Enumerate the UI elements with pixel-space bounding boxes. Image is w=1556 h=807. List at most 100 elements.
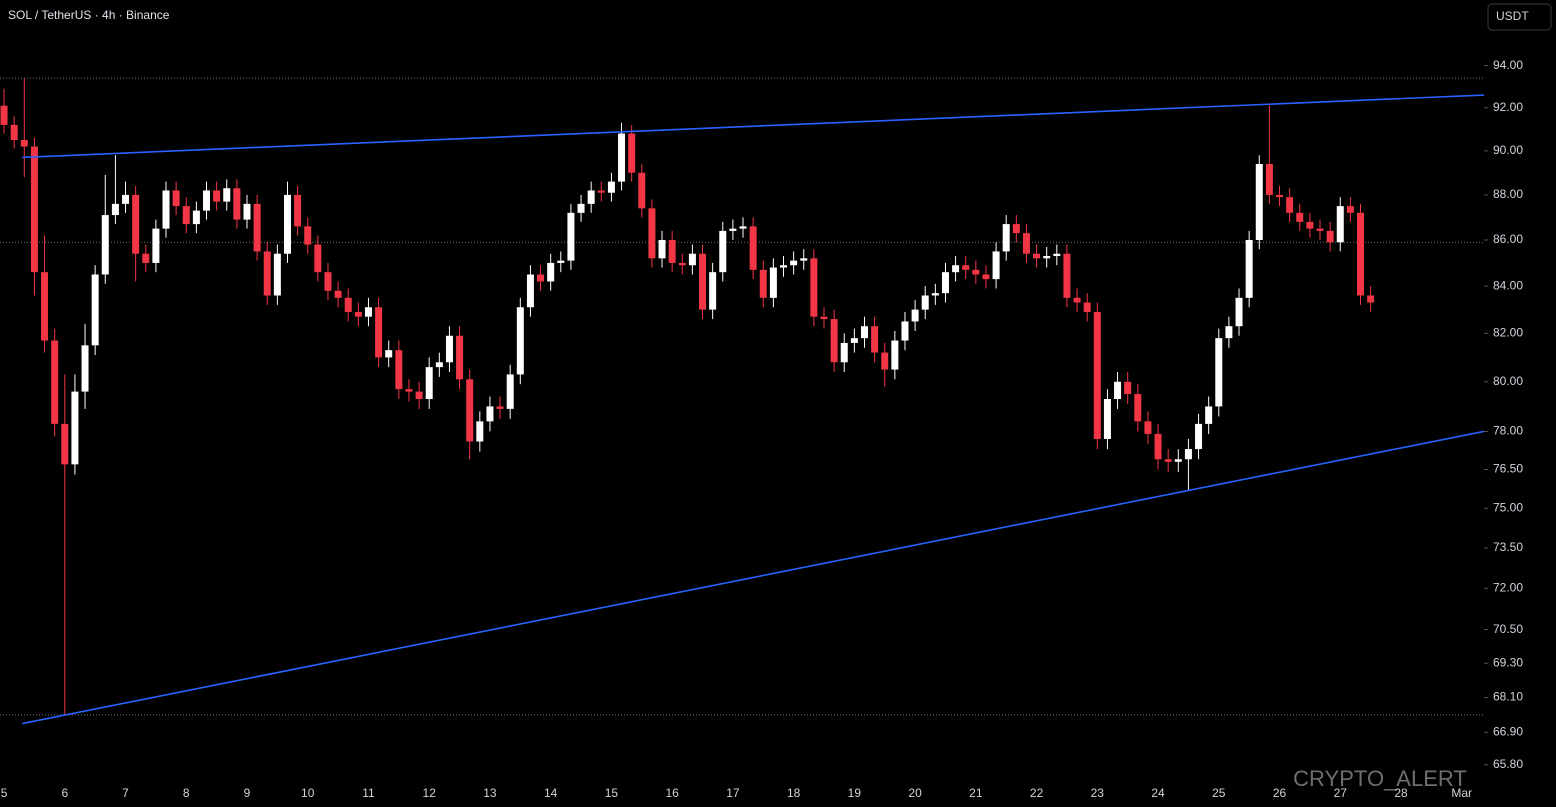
candle-body: [162, 190, 170, 229]
candle-body: [1346, 206, 1354, 213]
candle-body: [456, 335, 464, 380]
candle-body: [1235, 297, 1243, 327]
x-tick-label: 15: [605, 786, 619, 800]
candle-body: [1326, 230, 1334, 243]
candle-body: [860, 326, 868, 339]
candle-body: [719, 230, 727, 273]
y-tick-label: 68.10: [1493, 690, 1523, 704]
trend-line: [22, 94, 1484, 159]
candle-body: [395, 350, 403, 390]
x-tick-label: 16: [665, 786, 679, 800]
candle-body: [213, 190, 221, 202]
candle-body: [739, 226, 747, 229]
candle-body: [243, 203, 251, 220]
trend-line: [22, 430, 1484, 725]
candle-body: [1083, 302, 1091, 312]
candle-body: [577, 203, 585, 213]
candle-body: [1073, 297, 1081, 303]
candle-body: [678, 262, 686, 266]
candle-body: [1144, 421, 1152, 434]
candle-body: [273, 253, 281, 296]
candle-body: [648, 208, 656, 259]
candle-body: [233, 188, 241, 220]
candle-body: [780, 265, 788, 268]
x-tick-label: 11: [362, 786, 375, 800]
candle-body: [871, 326, 879, 353]
x-tick-label: 12: [423, 786, 437, 800]
y-tick-label: 75.00: [1493, 500, 1523, 514]
plot-area: [0, 77, 1484, 725]
y-tick-label: 70.50: [1493, 622, 1523, 636]
candle-body: [1124, 381, 1132, 395]
candle-body: [122, 194, 130, 204]
candle-body: [0, 105, 8, 125]
y-tick-label: 73.50: [1493, 540, 1523, 554]
y-tick-label: 65.80: [1493, 757, 1523, 771]
candle-body: [304, 226, 312, 245]
candle-body: [547, 262, 555, 282]
candle-body: [1316, 228, 1324, 231]
x-tick-label: 9: [244, 786, 251, 800]
candle-body: [71, 391, 79, 465]
candle-body: [1053, 253, 1061, 257]
candle-body: [759, 269, 767, 298]
candle-body: [1225, 326, 1233, 339]
x-tick-label: 25: [1212, 786, 1226, 800]
candle-body: [901, 321, 909, 341]
y-tick-label: 66.90: [1493, 725, 1523, 739]
candle-body: [192, 210, 200, 225]
candle-body: [1245, 239, 1253, 298]
candle-body: [1205, 406, 1213, 424]
candle-body: [182, 206, 190, 225]
chart-title: SOL / TetherUS · 4h · Binance: [8, 8, 170, 22]
candle-body: [385, 350, 393, 358]
candle-body: [557, 260, 565, 263]
candle-body: [537, 274, 545, 282]
candle-body: [709, 272, 717, 310]
x-tick-label: 8: [183, 786, 190, 800]
y-tick-label: 90.00: [1493, 143, 1523, 157]
candle-body: [1367, 295, 1375, 303]
candle-body: [41, 272, 49, 341]
candle-body: [101, 215, 109, 275]
candle-body: [962, 265, 970, 270]
candle-body: [881, 352, 889, 370]
candle-body: [638, 172, 646, 209]
candle-body: [506, 374, 514, 409]
x-tick-label: 21: [969, 786, 983, 800]
candle-body: [283, 194, 291, 254]
candle-body: [203, 190, 211, 211]
candle-body: [354, 311, 362, 317]
x-tick-label: 24: [1151, 786, 1165, 800]
currency-button-label[interactable]: USDT: [1496, 9, 1529, 23]
candle-body: [1093, 311, 1101, 439]
candle-body: [952, 265, 960, 273]
y-tick-label: 92.00: [1493, 100, 1523, 114]
candle-body: [628, 133, 636, 173]
candle-body: [1012, 224, 1020, 234]
candle-body: [81, 345, 89, 392]
candle-body: [1296, 212, 1304, 222]
candle-body: [1114, 381, 1122, 399]
candle-body: [618, 133, 626, 182]
candle-body: [294, 194, 302, 227]
candle-body: [982, 274, 990, 280]
currency-button[interactable]: [1487, 3, 1552, 31]
x-tick-label: 20: [908, 786, 922, 800]
candle-body: [1134, 394, 1142, 422]
x-tick-label: 10: [301, 786, 315, 800]
y-tick-label: 72.00: [1493, 580, 1523, 594]
y-tick-label: 88.00: [1493, 187, 1523, 201]
candle-body: [830, 319, 838, 363]
candle-body: [405, 389, 413, 392]
candle-body: [496, 406, 504, 409]
candle-body: [1357, 212, 1365, 296]
candle-body: [658, 239, 666, 259]
candle-body: [1063, 253, 1071, 298]
x-tick-label: 22: [1030, 786, 1044, 800]
candle-body: [516, 307, 524, 375]
x-tick-label: 5: [1, 786, 8, 800]
candle-body: [1174, 459, 1182, 462]
y-tick-label: 78.00: [1493, 424, 1523, 438]
